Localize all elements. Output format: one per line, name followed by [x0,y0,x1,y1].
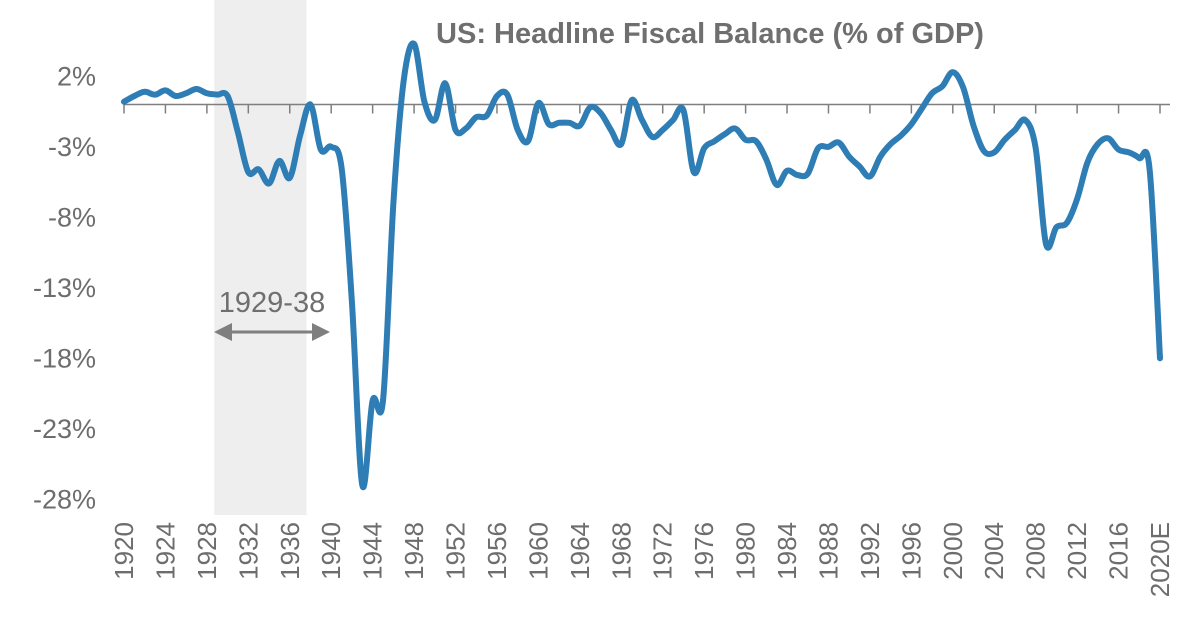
x-tick-label: 1928 [192,522,222,580]
y-tick-label: -18% [33,343,96,373]
x-tick-label: 1924 [150,522,180,580]
x-tick-label: 2020E [1145,522,1175,597]
x-tick-label: 1972 [648,522,678,580]
y-tick-label: 2% [57,61,96,91]
y-tick-label: -23% [33,414,96,444]
x-tick-label: 1980 [731,522,761,580]
series-line-fiscal-balance [121,40,1163,491]
y-tick-label: -8% [48,202,96,232]
x-tick-label: 1960 [523,522,553,580]
x-tick-label: 1944 [358,522,388,580]
x-axis-tick-labels: 1920 1924 1928 1932 1936 1940 1944 1948 1952 1956… [109,522,1175,597]
x-tick-label: 1984 [772,522,802,580]
x-tick-label: 1940 [316,522,346,580]
y-axis-ticks: 2% -3% -8% -13% -18% -23% -28% [33,61,96,514]
chart-title: US: Headline Fiscal Balance (% of GDP) [436,18,984,50]
x-tick-label: 1948 [399,522,429,580]
x-tick-label: 1976 [689,522,719,580]
x-tick-label: 1956 [482,522,512,580]
x-tick-label: 2016 [1104,522,1134,580]
x-tick-label: 1992 [855,522,885,580]
x-tick-label: 1920 [109,522,139,580]
x-tick-label: 1996 [896,522,926,580]
x-tick-label: 1968 [606,522,636,580]
x-tick-label: 1964 [565,522,595,580]
shaded-region-span-arrow [214,323,330,341]
x-tick-label: 2004 [979,522,1009,580]
shaded-region [214,0,307,515]
x-tick-label: 2008 [1021,522,1051,580]
x-tick-label: 1952 [441,522,471,580]
x-tick-label: 1932 [233,522,263,580]
x-tick-label: 2012 [1062,522,1092,580]
y-tick-label: -13% [33,273,96,303]
y-tick-label: -28% [33,484,96,514]
shaded-region-label: 1929-38 [219,287,325,319]
x-tick-label: 1988 [813,522,843,580]
x-tick-label: 2000 [938,522,968,580]
x-tick-label: 1936 [275,522,305,580]
y-tick-label: -3% [48,132,96,162]
